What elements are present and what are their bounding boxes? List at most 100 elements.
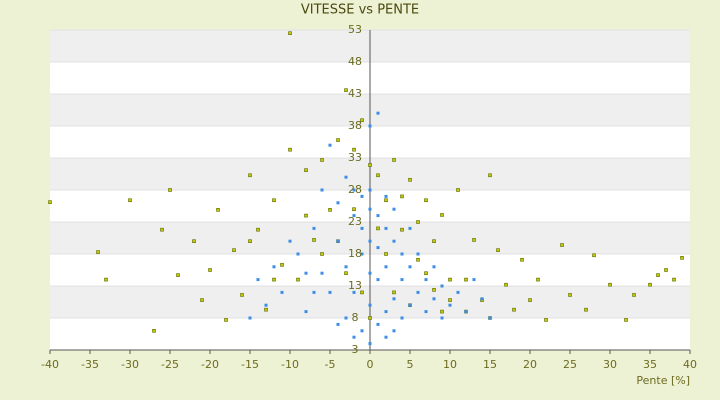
x-tick-label: -10 bbox=[281, 358, 299, 371]
data-point bbox=[48, 200, 52, 204]
data-point bbox=[96, 250, 100, 254]
data-point bbox=[432, 288, 436, 292]
data-point bbox=[416, 252, 420, 256]
x-tick-label: 25 bbox=[563, 358, 577, 371]
data-point bbox=[392, 207, 396, 211]
data-point bbox=[264, 303, 268, 307]
x-tick-label: 20 bbox=[523, 358, 537, 371]
data-point bbox=[360, 194, 364, 198]
data-point bbox=[592, 253, 596, 258]
data-point bbox=[488, 173, 492, 178]
y-tick-label: 38 bbox=[348, 119, 362, 132]
data-point bbox=[560, 243, 564, 247]
x-tick-label: -35 bbox=[81, 358, 99, 371]
data-point bbox=[400, 278, 404, 282]
data-point bbox=[312, 226, 316, 230]
data-point bbox=[376, 214, 380, 218]
data-point bbox=[376, 226, 380, 231]
x-tick-label: -15 bbox=[241, 358, 259, 371]
data-point bbox=[272, 198, 276, 203]
data-point bbox=[256, 227, 260, 232]
data-point bbox=[216, 208, 220, 212]
data-point bbox=[352, 335, 356, 339]
data-point bbox=[152, 328, 156, 333]
data-point bbox=[264, 307, 268, 312]
data-point bbox=[288, 239, 292, 243]
data-point bbox=[648, 282, 652, 287]
data-point bbox=[408, 303, 412, 307]
data-point bbox=[376, 246, 380, 250]
data-point bbox=[384, 198, 388, 203]
data-point bbox=[480, 297, 484, 301]
x-tick-label: -5 bbox=[325, 358, 336, 371]
data-point bbox=[392, 297, 396, 301]
data-point bbox=[472, 278, 476, 282]
data-point bbox=[680, 256, 684, 260]
data-point bbox=[392, 239, 396, 243]
data-point bbox=[384, 310, 388, 314]
data-point bbox=[280, 290, 284, 294]
data-point bbox=[344, 265, 348, 269]
data-point bbox=[312, 290, 316, 294]
data-point bbox=[352, 214, 356, 218]
data-point bbox=[368, 271, 372, 275]
data-point bbox=[520, 257, 524, 262]
y-tick-label: 53 bbox=[348, 23, 362, 36]
data-point bbox=[344, 88, 348, 92]
x-tick-label: -20 bbox=[201, 358, 219, 371]
data-point bbox=[336, 201, 340, 205]
data-point bbox=[424, 198, 428, 203]
x-tick-label: -40 bbox=[41, 358, 59, 371]
data-point bbox=[432, 265, 436, 269]
data-point bbox=[224, 318, 228, 322]
y-tick-label: 18 bbox=[348, 247, 362, 260]
data-point bbox=[584, 307, 588, 312]
data-point bbox=[280, 263, 284, 267]
data-point bbox=[400, 227, 404, 232]
data-point bbox=[288, 147, 292, 152]
data-point bbox=[320, 158, 324, 162]
x-tick-label: 5 bbox=[407, 358, 414, 371]
data-point bbox=[416, 220, 420, 224]
data-point bbox=[272, 265, 276, 269]
data-point bbox=[504, 282, 508, 287]
x-tick-label: 40 bbox=[683, 358, 697, 371]
data-point bbox=[256, 278, 260, 282]
data-point bbox=[336, 322, 340, 326]
data-point bbox=[440, 284, 444, 288]
data-point bbox=[344, 316, 348, 320]
data-point bbox=[352, 188, 356, 192]
data-point bbox=[424, 271, 428, 276]
data-point bbox=[360, 290, 364, 295]
data-point bbox=[424, 278, 428, 282]
data-point bbox=[248, 239, 252, 243]
y-tick-label: 48 bbox=[348, 55, 362, 68]
data-point bbox=[464, 310, 468, 314]
data-point bbox=[272, 277, 276, 282]
data-point bbox=[416, 257, 420, 262]
data-point bbox=[512, 307, 516, 312]
data-point bbox=[376, 322, 380, 326]
data-point bbox=[368, 239, 372, 243]
data-point bbox=[384, 335, 388, 339]
data-point bbox=[168, 188, 172, 192]
data-point bbox=[448, 298, 452, 302]
data-point bbox=[392, 329, 396, 333]
data-point bbox=[352, 290, 356, 294]
data-point bbox=[304, 168, 308, 172]
data-point bbox=[360, 329, 364, 333]
data-point bbox=[440, 309, 444, 314]
data-point bbox=[360, 226, 364, 230]
y-tick-label: 43 bbox=[348, 87, 362, 100]
chart-title: VITESSE vs PENTE bbox=[301, 3, 419, 18]
y-tick-label: 23 bbox=[348, 215, 362, 228]
data-point bbox=[240, 293, 244, 297]
data-point bbox=[472, 238, 476, 242]
data-point bbox=[352, 147, 356, 152]
data-point bbox=[488, 316, 492, 320]
y-tick-label: 33 bbox=[348, 151, 362, 164]
data-point bbox=[344, 175, 348, 179]
data-point bbox=[248, 316, 252, 320]
data-point bbox=[200, 298, 204, 302]
